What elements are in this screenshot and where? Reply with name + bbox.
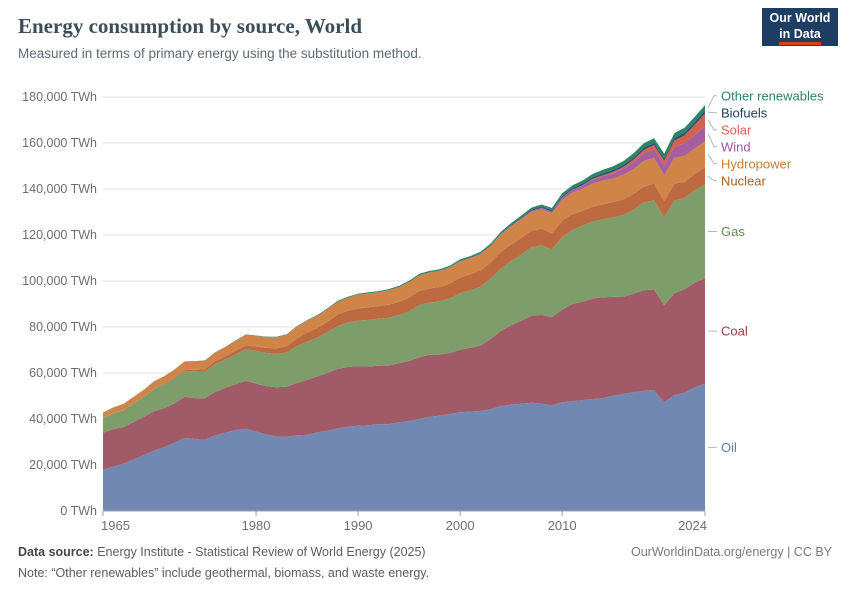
area-oil[interactable] <box>103 383 705 511</box>
chart-subtitle: Measured in terms of primary energy usin… <box>18 46 422 61</box>
owid-logo[interactable]: Our World in Data <box>762 8 838 46</box>
series-label-other-renewables[interactable]: Other renewables <box>721 88 824 103</box>
series-label-gas[interactable]: Gas <box>721 224 745 239</box>
y-axis-tick-label: 60,000 TWh <box>29 366 97 380</box>
x-axis-tick-label: 2024 <box>678 518 707 533</box>
area-wind[interactable] <box>103 126 705 413</box>
series-label-oil[interactable]: Oil <box>721 440 737 455</box>
x-axis-tick-label: 1965 <box>101 518 130 533</box>
series-label-wind[interactable]: Wind <box>721 139 751 154</box>
series-leader-line <box>707 133 717 148</box>
note-line: Note: “Other renewables” include geother… <box>18 566 429 580</box>
series-leader-line <box>707 111 717 114</box>
x-axis-tick-label: 2000 <box>446 518 475 533</box>
data-source-label: Data source: <box>18 545 94 559</box>
x-axis-tick-label: 1980 <box>242 518 271 533</box>
series-leader-line <box>707 119 717 131</box>
data-source-line: Data source: Energy Institute - Statisti… <box>18 545 426 559</box>
series-label-hydropower[interactable]: Hydropower <box>721 156 792 171</box>
y-axis-tick-label: 160,000 TWh <box>22 136 97 150</box>
owid-logo-line1: Our World <box>769 11 831 26</box>
page-title: Energy consumption by source, World <box>18 14 363 38</box>
x-axis-tick-label: 2010 <box>548 518 577 533</box>
note-label: Note: <box>18 566 48 580</box>
series-label-nuclear[interactable]: Nuclear <box>721 173 766 188</box>
y-axis-tick-label: 20,000 TWh <box>29 458 97 472</box>
series-leader-line <box>707 175 717 182</box>
y-axis-tick-label: 100,000 TWh <box>22 274 97 288</box>
series-leader-line <box>707 154 717 165</box>
series-label-coal[interactable]: Coal <box>721 324 748 339</box>
data-source-text: Energy Institute - Statistical Review of… <box>93 545 426 559</box>
y-axis-tick-label: 80,000 TWh <box>29 320 97 334</box>
y-axis-tick-label: 180,000 TWh <box>22 90 97 104</box>
y-axis-tick-label: 120,000 TWh <box>22 228 97 242</box>
series-label-solar[interactable]: Solar <box>721 122 752 137</box>
area-nuclear[interactable] <box>103 167 705 419</box>
area-coal[interactable] <box>103 278 705 470</box>
note-text: “Other renewables” include geothermal, b… <box>47 566 430 580</box>
series-leader-line <box>707 95 717 109</box>
y-axis-tick-label: 0 TWh <box>60 504 97 518</box>
series-label-biofuels[interactable]: Biofuels <box>721 105 768 120</box>
footer-link[interactable]: OurWorldinData.org/energy | CC BY <box>630 545 832 559</box>
area-hydropower[interactable] <box>103 141 705 419</box>
x-axis-tick-label: 1990 <box>344 518 373 533</box>
y-axis-tick-label: 140,000 TWh <box>22 182 97 196</box>
y-axis-tick-label: 40,000 TWh <box>29 412 97 426</box>
owid-logo-line2: in Data <box>779 27 821 45</box>
area-gas[interactable] <box>103 184 705 433</box>
